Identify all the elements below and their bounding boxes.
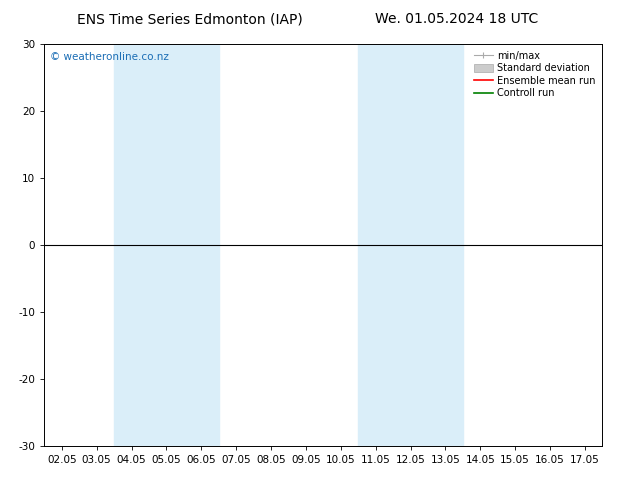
Bar — [114, 44, 219, 446]
Bar — [358, 44, 463, 446]
Text: © weatheronline.co.nz: © weatheronline.co.nz — [50, 52, 169, 62]
Text: We. 01.05.2024 18 UTC: We. 01.05.2024 18 UTC — [375, 12, 538, 26]
Legend: min/max, Standard deviation, Ensemble mean run, Controll run: min/max, Standard deviation, Ensemble me… — [472, 49, 597, 100]
Text: ENS Time Series Edmonton (IAP): ENS Time Series Edmonton (IAP) — [77, 12, 303, 26]
